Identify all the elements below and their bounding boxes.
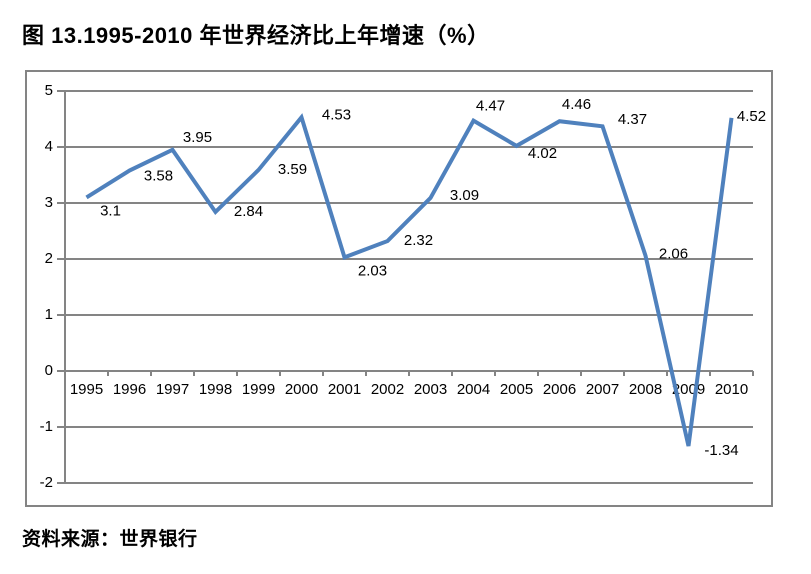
data-label: 3.58 [144, 167, 173, 184]
y-tick-label: 3 [45, 194, 53, 211]
data-label: 2.32 [404, 232, 433, 249]
x-tick-label: 1996 [113, 381, 146, 398]
x-tick-label: 1998 [199, 381, 232, 398]
data-label: 2.03 [358, 262, 387, 279]
y-tick-label: 4 [45, 138, 53, 155]
data-label: 4.53 [322, 106, 351, 123]
y-tick-label: 0 [45, 362, 53, 379]
x-tick-label: 2003 [414, 381, 447, 398]
x-tick-label: 1995 [70, 381, 103, 398]
x-axis-ticks [64, 371, 754, 376]
y-tick-label: 5 [45, 82, 53, 99]
x-tick-label: 2002 [371, 381, 404, 398]
data-label: 3.09 [450, 187, 479, 204]
data-label: 4.47 [476, 98, 505, 115]
x-tick-label: 2010 [715, 381, 748, 398]
data-label: 3.1 [100, 202, 121, 219]
x-tick-label: 1997 [156, 381, 189, 398]
x-tick-label: 2006 [543, 381, 576, 398]
data-label: 4.52 [737, 108, 766, 125]
chart-title: 图 13.1995-2010 年世界经济比上年增速（%） [22, 23, 490, 48]
x-tick-label: 2007 [586, 381, 619, 398]
data-label: 3.59 [278, 161, 307, 178]
y-gridlines [57, 90, 753, 484]
chart-frame: 5 4 3 2 1 0 -1 -2 1995 1996 1997 1998 1999 2000 2001 20… [25, 70, 773, 507]
x-tick-labels: 1995 1996 1997 1998 1999 2000 2001 2002 2003 2004… [70, 381, 748, 398]
data-label: 2.84 [234, 203, 263, 220]
data-label: 4.37 [618, 111, 647, 128]
data-label: 3.95 [183, 129, 212, 146]
y-tick-label: -2 [40, 474, 53, 491]
data-label: 2.06 [659, 246, 688, 263]
series-line [85, 113, 734, 447]
x-tick-label: 2000 [285, 381, 318, 398]
x-tick-label: 2005 [500, 381, 533, 398]
x-tick-label: 1999 [242, 381, 275, 398]
y-tick-labels: 5 4 3 2 1 0 -1 -2 [40, 82, 53, 491]
x-tick-label: 2004 [457, 381, 490, 398]
x-tick-label: 2008 [629, 381, 662, 398]
data-label: 4.02 [528, 145, 557, 162]
y-tick-label: 1 [45, 306, 53, 323]
y-tick-label: -1 [40, 418, 53, 435]
y-tick-label: 2 [45, 250, 53, 267]
data-label: -1.34 [704, 442, 738, 459]
source-text: 资料来源：世界银行 [22, 529, 198, 550]
x-tick-label: 2001 [328, 381, 361, 398]
data-labels: 3.1 3.58 3.95 2.84 3.59 4.53 2.03 2.32 3.09 4.47 4… [100, 96, 766, 459]
data-label: 4.46 [562, 96, 591, 113]
line-chart: 5 4 3 2 1 0 -1 -2 1995 1996 1997 1998 1999 2000 2001 20… [40, 82, 766, 491]
